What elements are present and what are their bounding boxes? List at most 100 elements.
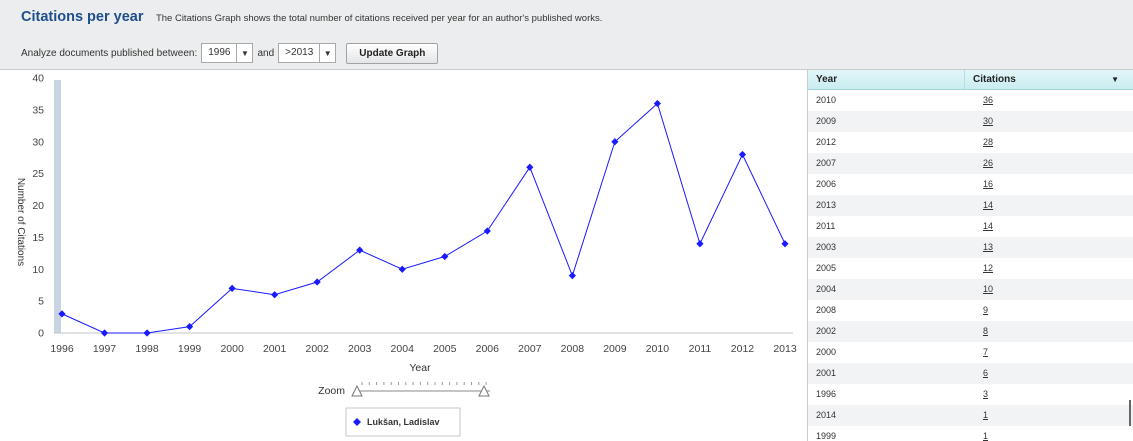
table-cell-year: 1996: [816, 389, 837, 399]
table-cell-year: 2007: [816, 158, 837, 168]
table-row: 2010 36: [808, 90, 1133, 111]
from-year-select[interactable]: 1996 ▼: [201, 43, 254, 63]
table-cell-citations-link[interactable]: 16: [983, 179, 994, 189]
data-point[interactable]: [100, 329, 109, 337]
table-cell-year: 2010: [816, 95, 837, 105]
chevron-down-icon[interactable]: ▼: [236, 44, 252, 62]
zoom-label: Zoom: [318, 385, 345, 397]
data-point[interactable]: [483, 227, 491, 235]
data-point[interactable]: [738, 150, 747, 159]
table-body: 2010 36 2009 30 2012 28 2007 26 2006 16 2013 14 2011…: [808, 90, 1133, 441]
x-tick-label: 2008: [561, 343, 585, 355]
data-point[interactable]: [356, 246, 364, 254]
data-point[interactable]: [271, 291, 279, 299]
y-tick-label: 35: [32, 104, 44, 116]
table-cell-citations-link[interactable]: 3: [983, 389, 989, 399]
table-cell-citations-link[interactable]: 10: [983, 284, 994, 294]
table-row: 2013 14: [808, 195, 1133, 216]
header-bar: Citations per year The Citations Graph s…: [0, 0, 1133, 70]
data-point[interactable]: [313, 278, 321, 286]
zoom-handle-right[interactable]: [478, 384, 490, 397]
x-tick-label: 2001: [263, 343, 287, 355]
table-row: 2011 14: [808, 216, 1133, 237]
table-cell-citations-link[interactable]: 9: [983, 305, 989, 315]
citations-table: Year Citations ▼ 2010 36 2009 30 2012 28 2007 2…: [807, 70, 1133, 441]
table-cell-year: 2003: [816, 242, 837, 252]
citations-chart: 0 5 10 15 20 25 30 35 40 1996 1997 1998 1999 2000 200…: [15, 73, 797, 437]
y-tick-label: 40: [32, 73, 44, 85]
table-cell-year: 2009: [816, 116, 837, 126]
table-cell-citations-link[interactable]: 28: [983, 137, 994, 147]
title-row: Citations per year The Citations Graph s…: [21, 8, 602, 26]
table-cell-citations-link[interactable]: 6: [983, 368, 989, 378]
x-tick-label: 2012: [731, 343, 755, 355]
table-cell-year: 2006: [816, 179, 837, 189]
table-cell-citations-link[interactable]: 14: [983, 221, 994, 231]
table-cell-citations-link[interactable]: 26: [983, 158, 994, 168]
table-cell-citations-link[interactable]: 8: [983, 326, 989, 336]
table-cell-citations-link[interactable]: 12: [983, 263, 994, 273]
data-point[interactable]: [568, 272, 576, 280]
legend: Lukšan, Ladislav: [345, 407, 461, 437]
x-tick-label: 2009: [603, 343, 627, 355]
data-point[interactable]: [611, 138, 619, 146]
x-tick-label: 2000: [220, 343, 244, 355]
scrollbar-thumb[interactable]: [1129, 400, 1131, 426]
table-cell-citations-link[interactable]: 14: [983, 200, 994, 210]
x-tick-label: 2004: [391, 343, 415, 355]
page-title: Citations per year: [21, 9, 144, 25]
table-row: 2012 28: [808, 132, 1133, 153]
table-cell-year: 2011: [816, 221, 836, 231]
table-cell-citations-link[interactable]: 13: [983, 242, 994, 252]
column-header-citations-label: Citations: [973, 74, 1016, 85]
table-cell-citations-link[interactable]: 1: [983, 410, 989, 420]
analyze-label: Analyze documents published between:: [21, 47, 198, 59]
table-cell-year: 2013: [816, 200, 837, 210]
table-row: 2007 26: [808, 153, 1133, 174]
y-axis: 0 5 10 15 20 25 30 35 40: [32, 73, 61, 340]
x-tick-label: 2005: [433, 343, 457, 355]
data-point[interactable]: [58, 310, 66, 318]
x-tick-label: 1996: [50, 343, 74, 355]
data-point[interactable]: [185, 323, 194, 331]
y-axis-label: Number of Citations: [15, 178, 26, 266]
data-point[interactable]: [228, 284, 236, 292]
update-graph-button[interactable]: Update Graph: [346, 42, 439, 64]
table-cell-citations-link[interactable]: 30: [983, 116, 994, 126]
table-cell-citations-link[interactable]: 7: [983, 347, 989, 357]
x-tick-label: 1997: [93, 343, 117, 355]
y-tick-label: 25: [32, 168, 44, 180]
analyze-controls: Analyze documents published between: 199…: [21, 42, 439, 64]
y-tick-label: 5: [38, 296, 44, 308]
x-tick-label: 2013: [773, 343, 797, 355]
table-cell-year: 2014: [816, 410, 837, 420]
table-row: 2008 9: [808, 300, 1133, 321]
series-line: [61, 102, 786, 334]
table-row: 2005 12: [808, 258, 1133, 279]
y-tick-label: 0: [38, 328, 44, 340]
table-cell-year: 2008: [816, 305, 837, 315]
x-tick-label: 2010: [646, 343, 670, 355]
zoom-control[interactable]: Zoom: [318, 382, 490, 397]
table-cell-year: 2005: [816, 263, 837, 273]
table-cell-citations-link[interactable]: 1: [983, 431, 989, 441]
table-cell-year: 2001: [816, 368, 837, 378]
chevron-down-icon[interactable]: ▼: [319, 44, 335, 62]
y-tick-label: 15: [32, 232, 44, 244]
table-row: 2006 16: [808, 174, 1133, 195]
data-point[interactable]: [441, 252, 449, 261]
data-point[interactable]: [526, 163, 534, 171]
zoom-handle-left[interactable]: [351, 384, 363, 397]
column-header-year[interactable]: Year: [808, 70, 965, 89]
to-year-value: >2013: [285, 47, 314, 58]
table-cell-citations-link[interactable]: 36: [983, 95, 994, 105]
data-point[interactable]: [398, 265, 406, 273]
and-label: and: [257, 47, 275, 59]
data-point[interactable]: [696, 240, 704, 248]
data-point[interactable]: [781, 240, 789, 248]
data-point[interactable]: [143, 329, 151, 337]
zoom-scale: [361, 382, 487, 385]
to-year-select[interactable]: >2013 ▼: [278, 43, 337, 63]
sort-down-icon[interactable]: ▼: [1111, 75, 1119, 84]
column-header-citations[interactable]: Citations ▼: [965, 70, 1133, 89]
